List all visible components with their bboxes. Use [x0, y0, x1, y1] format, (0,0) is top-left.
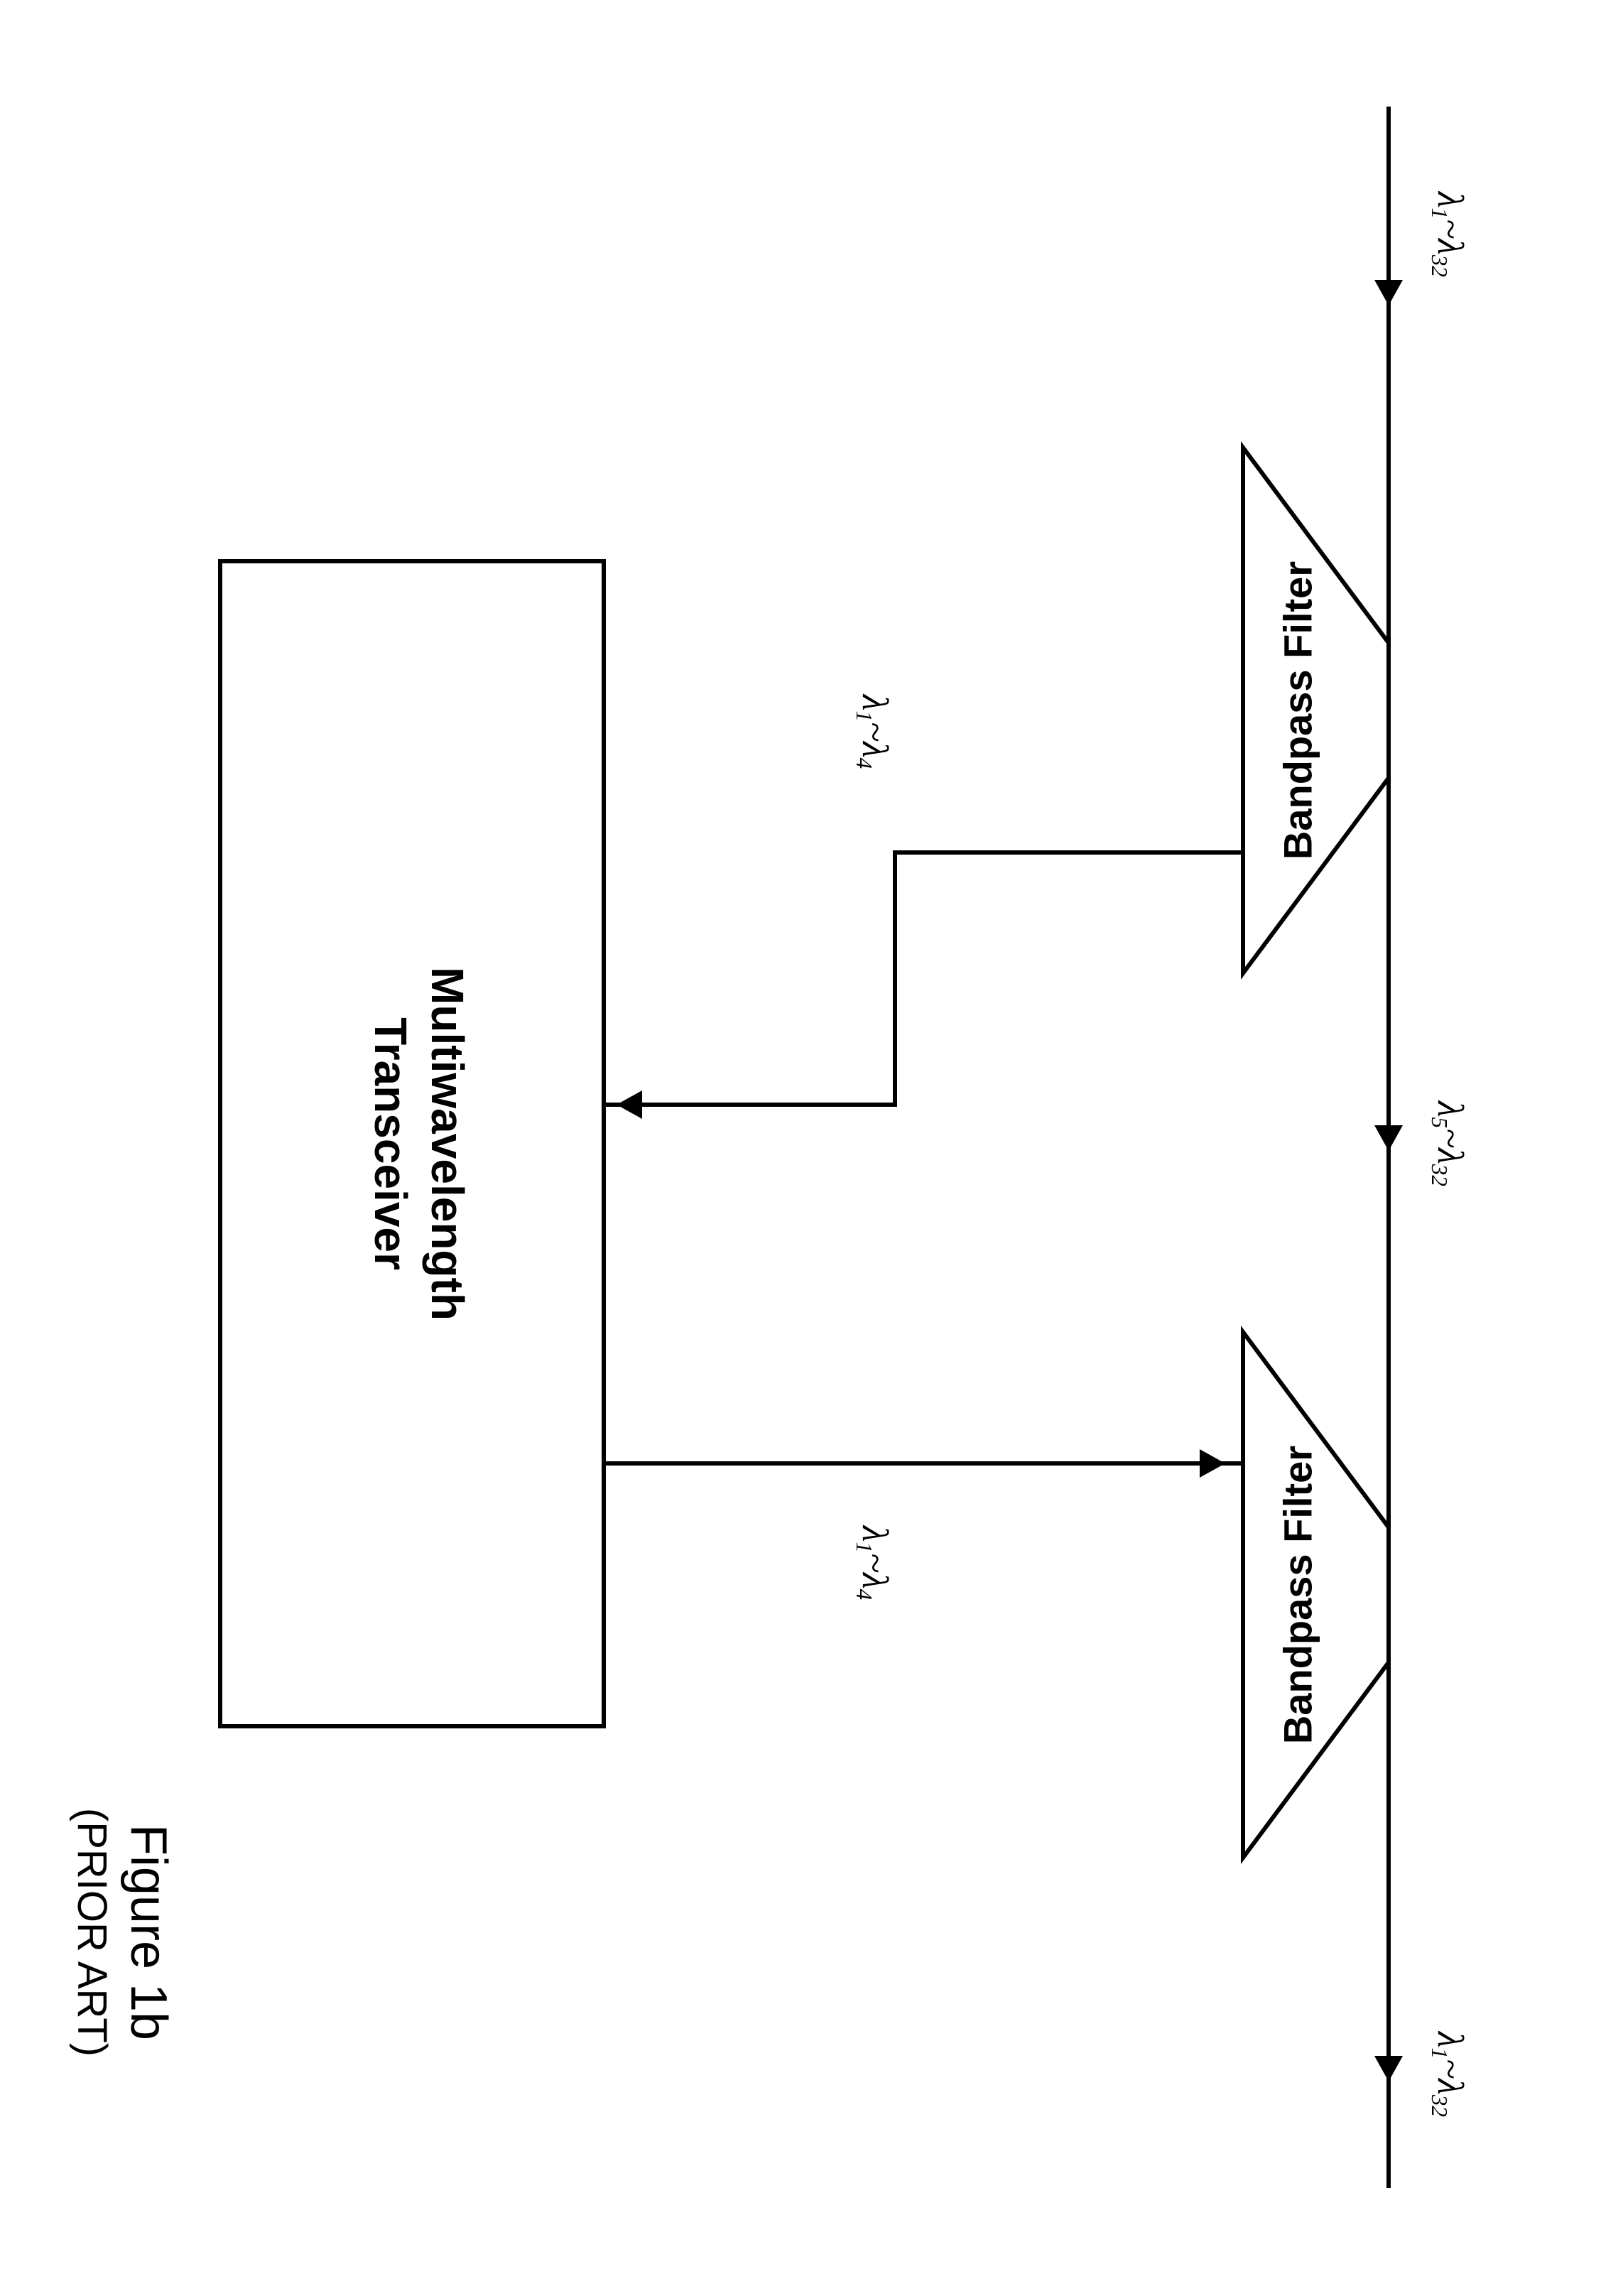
- svg-text:(PRIOR ART): (PRIOR ART): [69, 1808, 115, 2057]
- svg-text:λ1~λ32: λ1~λ32: [1427, 190, 1470, 277]
- svg-text:λ5~λ32: λ5~λ32: [1427, 1100, 1470, 1186]
- svg-text:Bandpass Filter: Bandpass Filter: [1276, 561, 1320, 860]
- svg-text:Figure 1b: Figure 1b: [120, 1824, 177, 2040]
- svg-text:λ1~λ4: λ1~λ4: [852, 693, 895, 769]
- svg-text:Transceiver: Transceiver: [365, 1017, 416, 1270]
- svg-text:Multiwavelength: Multiwavelength: [422, 967, 473, 1321]
- diagram-canvas: Bandpass Filter Bandpass Filter Multiwavel…: [0, 0, 1623, 2296]
- svg-text:λ1~λ4: λ1~λ4: [852, 1525, 895, 1600]
- svg-text:Bandpass Filter: Bandpass Filter: [1276, 1446, 1320, 1744]
- diagram-svg: Bandpass Filter Bandpass Filter Multiwavel…: [0, 0, 1623, 2296]
- svg-text:λ1~λ32: λ1~λ32: [1427, 2030, 1470, 2117]
